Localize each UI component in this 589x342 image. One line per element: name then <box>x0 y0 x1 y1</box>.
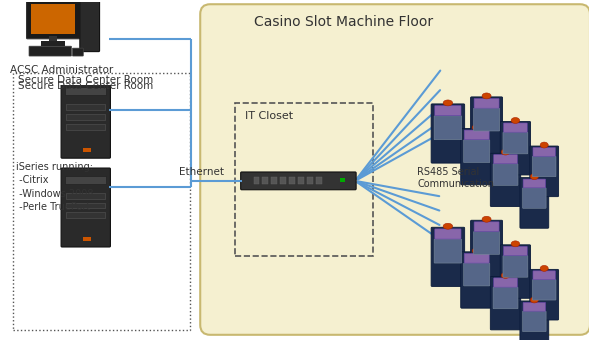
Ellipse shape <box>501 273 510 278</box>
FancyBboxPatch shape <box>523 302 545 311</box>
FancyBboxPatch shape <box>530 146 558 197</box>
Ellipse shape <box>482 93 491 99</box>
FancyBboxPatch shape <box>494 155 517 164</box>
Bar <box>66 104 105 110</box>
FancyBboxPatch shape <box>504 246 527 255</box>
FancyBboxPatch shape <box>72 48 83 56</box>
Bar <box>65 87 107 95</box>
FancyBboxPatch shape <box>464 140 490 162</box>
Text: Casino Slot Machine Floor: Casino Slot Machine Floor <box>254 15 433 29</box>
Bar <box>307 177 313 184</box>
Text: Secure Data Center Room: Secure Data Center Room <box>18 81 153 91</box>
Bar <box>65 176 107 184</box>
Bar <box>66 114 105 120</box>
Text: Ethernet: Ethernet <box>178 167 224 177</box>
Bar <box>66 124 105 130</box>
Bar <box>83 148 91 152</box>
FancyBboxPatch shape <box>471 97 502 153</box>
FancyBboxPatch shape <box>530 269 558 320</box>
FancyBboxPatch shape <box>27 0 80 39</box>
FancyBboxPatch shape <box>241 172 356 190</box>
Text: ACSC Administrator: ACSC Administrator <box>11 65 114 76</box>
FancyBboxPatch shape <box>493 164 518 185</box>
FancyBboxPatch shape <box>503 255 528 277</box>
FancyBboxPatch shape <box>471 220 502 277</box>
Ellipse shape <box>540 142 548 148</box>
Ellipse shape <box>443 223 452 229</box>
Bar <box>262 177 269 184</box>
FancyBboxPatch shape <box>532 280 556 300</box>
FancyBboxPatch shape <box>435 229 461 239</box>
FancyBboxPatch shape <box>431 227 465 287</box>
FancyBboxPatch shape <box>464 263 490 286</box>
Bar <box>31 4 75 34</box>
FancyBboxPatch shape <box>80 0 100 52</box>
FancyBboxPatch shape <box>490 276 521 330</box>
FancyBboxPatch shape <box>200 4 589 335</box>
FancyBboxPatch shape <box>435 106 461 116</box>
FancyBboxPatch shape <box>503 132 528 154</box>
FancyBboxPatch shape <box>520 301 549 342</box>
FancyBboxPatch shape <box>493 287 518 309</box>
FancyBboxPatch shape <box>464 130 489 140</box>
FancyBboxPatch shape <box>461 129 492 185</box>
FancyBboxPatch shape <box>474 232 499 254</box>
FancyBboxPatch shape <box>494 278 517 287</box>
Bar <box>83 237 91 241</box>
Bar <box>66 193 105 199</box>
Ellipse shape <box>530 297 538 303</box>
FancyBboxPatch shape <box>461 252 492 308</box>
FancyBboxPatch shape <box>533 271 555 280</box>
FancyBboxPatch shape <box>504 123 527 132</box>
Bar <box>253 177 259 184</box>
Ellipse shape <box>501 149 510 155</box>
Ellipse shape <box>472 124 481 130</box>
Ellipse shape <box>511 118 519 123</box>
FancyBboxPatch shape <box>61 79 110 158</box>
FancyBboxPatch shape <box>464 253 489 263</box>
Bar <box>49 36 57 42</box>
FancyBboxPatch shape <box>500 121 531 175</box>
FancyBboxPatch shape <box>61 168 110 247</box>
Ellipse shape <box>530 174 538 180</box>
Ellipse shape <box>443 100 452 106</box>
FancyBboxPatch shape <box>474 98 499 108</box>
Bar <box>41 41 65 46</box>
FancyBboxPatch shape <box>532 156 556 177</box>
FancyBboxPatch shape <box>520 177 549 228</box>
Ellipse shape <box>540 265 548 271</box>
Bar <box>298 177 304 184</box>
FancyBboxPatch shape <box>29 46 71 56</box>
Bar <box>289 177 295 184</box>
FancyBboxPatch shape <box>431 104 465 163</box>
Ellipse shape <box>472 248 481 254</box>
Bar <box>272 177 277 184</box>
Bar <box>316 177 322 184</box>
FancyBboxPatch shape <box>474 108 499 131</box>
FancyBboxPatch shape <box>522 188 546 208</box>
Text: Secure Data Center Room: Secure Data Center Room <box>18 75 153 85</box>
Text: iSeries running:
 -Citrix
 -Windows 2008
 -Perle TruePort: iSeries running: -Citrix -Windows 2008 -… <box>16 162 93 212</box>
FancyBboxPatch shape <box>533 147 555 156</box>
FancyBboxPatch shape <box>434 116 462 140</box>
Bar <box>340 178 345 182</box>
FancyBboxPatch shape <box>500 245 531 298</box>
Text: RS485 Serial
Communication: RS485 Serial Communication <box>417 167 494 189</box>
FancyBboxPatch shape <box>523 179 545 188</box>
Ellipse shape <box>482 216 491 222</box>
Bar <box>66 202 105 209</box>
FancyBboxPatch shape <box>434 239 462 263</box>
Bar <box>280 177 286 184</box>
Bar <box>66 212 105 218</box>
FancyBboxPatch shape <box>522 311 546 332</box>
Ellipse shape <box>511 241 519 247</box>
Text: IT Closet: IT Closet <box>245 111 293 121</box>
FancyBboxPatch shape <box>474 222 499 232</box>
FancyBboxPatch shape <box>490 153 521 207</box>
